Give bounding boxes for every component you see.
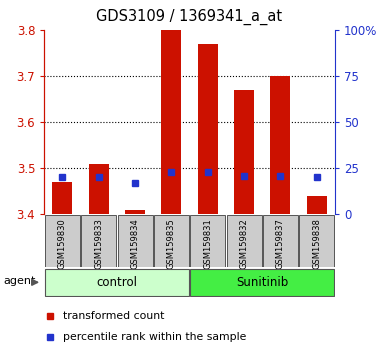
FancyBboxPatch shape <box>263 215 298 267</box>
FancyBboxPatch shape <box>81 215 116 267</box>
Text: GSM159834: GSM159834 <box>131 218 140 269</box>
Text: GSM159830: GSM159830 <box>58 218 67 269</box>
Bar <box>234 90 254 214</box>
FancyBboxPatch shape <box>227 215 261 267</box>
Bar <box>52 182 72 214</box>
Text: GSM159837: GSM159837 <box>276 218 285 269</box>
Bar <box>161 30 181 214</box>
Bar <box>198 44 218 214</box>
FancyBboxPatch shape <box>45 215 80 267</box>
Text: GSM159838: GSM159838 <box>312 218 321 269</box>
Text: transformed count: transformed count <box>63 311 164 321</box>
Text: Sunitinib: Sunitinib <box>236 276 288 289</box>
Text: GSM159835: GSM159835 <box>167 218 176 269</box>
FancyBboxPatch shape <box>118 215 152 267</box>
Bar <box>307 196 327 214</box>
Text: GSM159833: GSM159833 <box>94 218 103 269</box>
FancyBboxPatch shape <box>190 215 225 267</box>
Bar <box>270 76 290 214</box>
FancyBboxPatch shape <box>190 269 334 296</box>
Text: GDS3109 / 1369341_a_at: GDS3109 / 1369341_a_at <box>95 9 282 25</box>
FancyBboxPatch shape <box>154 215 189 267</box>
FancyBboxPatch shape <box>300 215 334 267</box>
Text: agent: agent <box>3 276 36 286</box>
Text: GSM159832: GSM159832 <box>239 218 249 269</box>
Bar <box>89 164 109 214</box>
Bar <box>125 210 145 214</box>
Text: percentile rank within the sample: percentile rank within the sample <box>63 332 246 342</box>
Text: control: control <box>97 276 137 289</box>
Text: GSM159831: GSM159831 <box>203 218 212 269</box>
FancyBboxPatch shape <box>45 269 189 296</box>
